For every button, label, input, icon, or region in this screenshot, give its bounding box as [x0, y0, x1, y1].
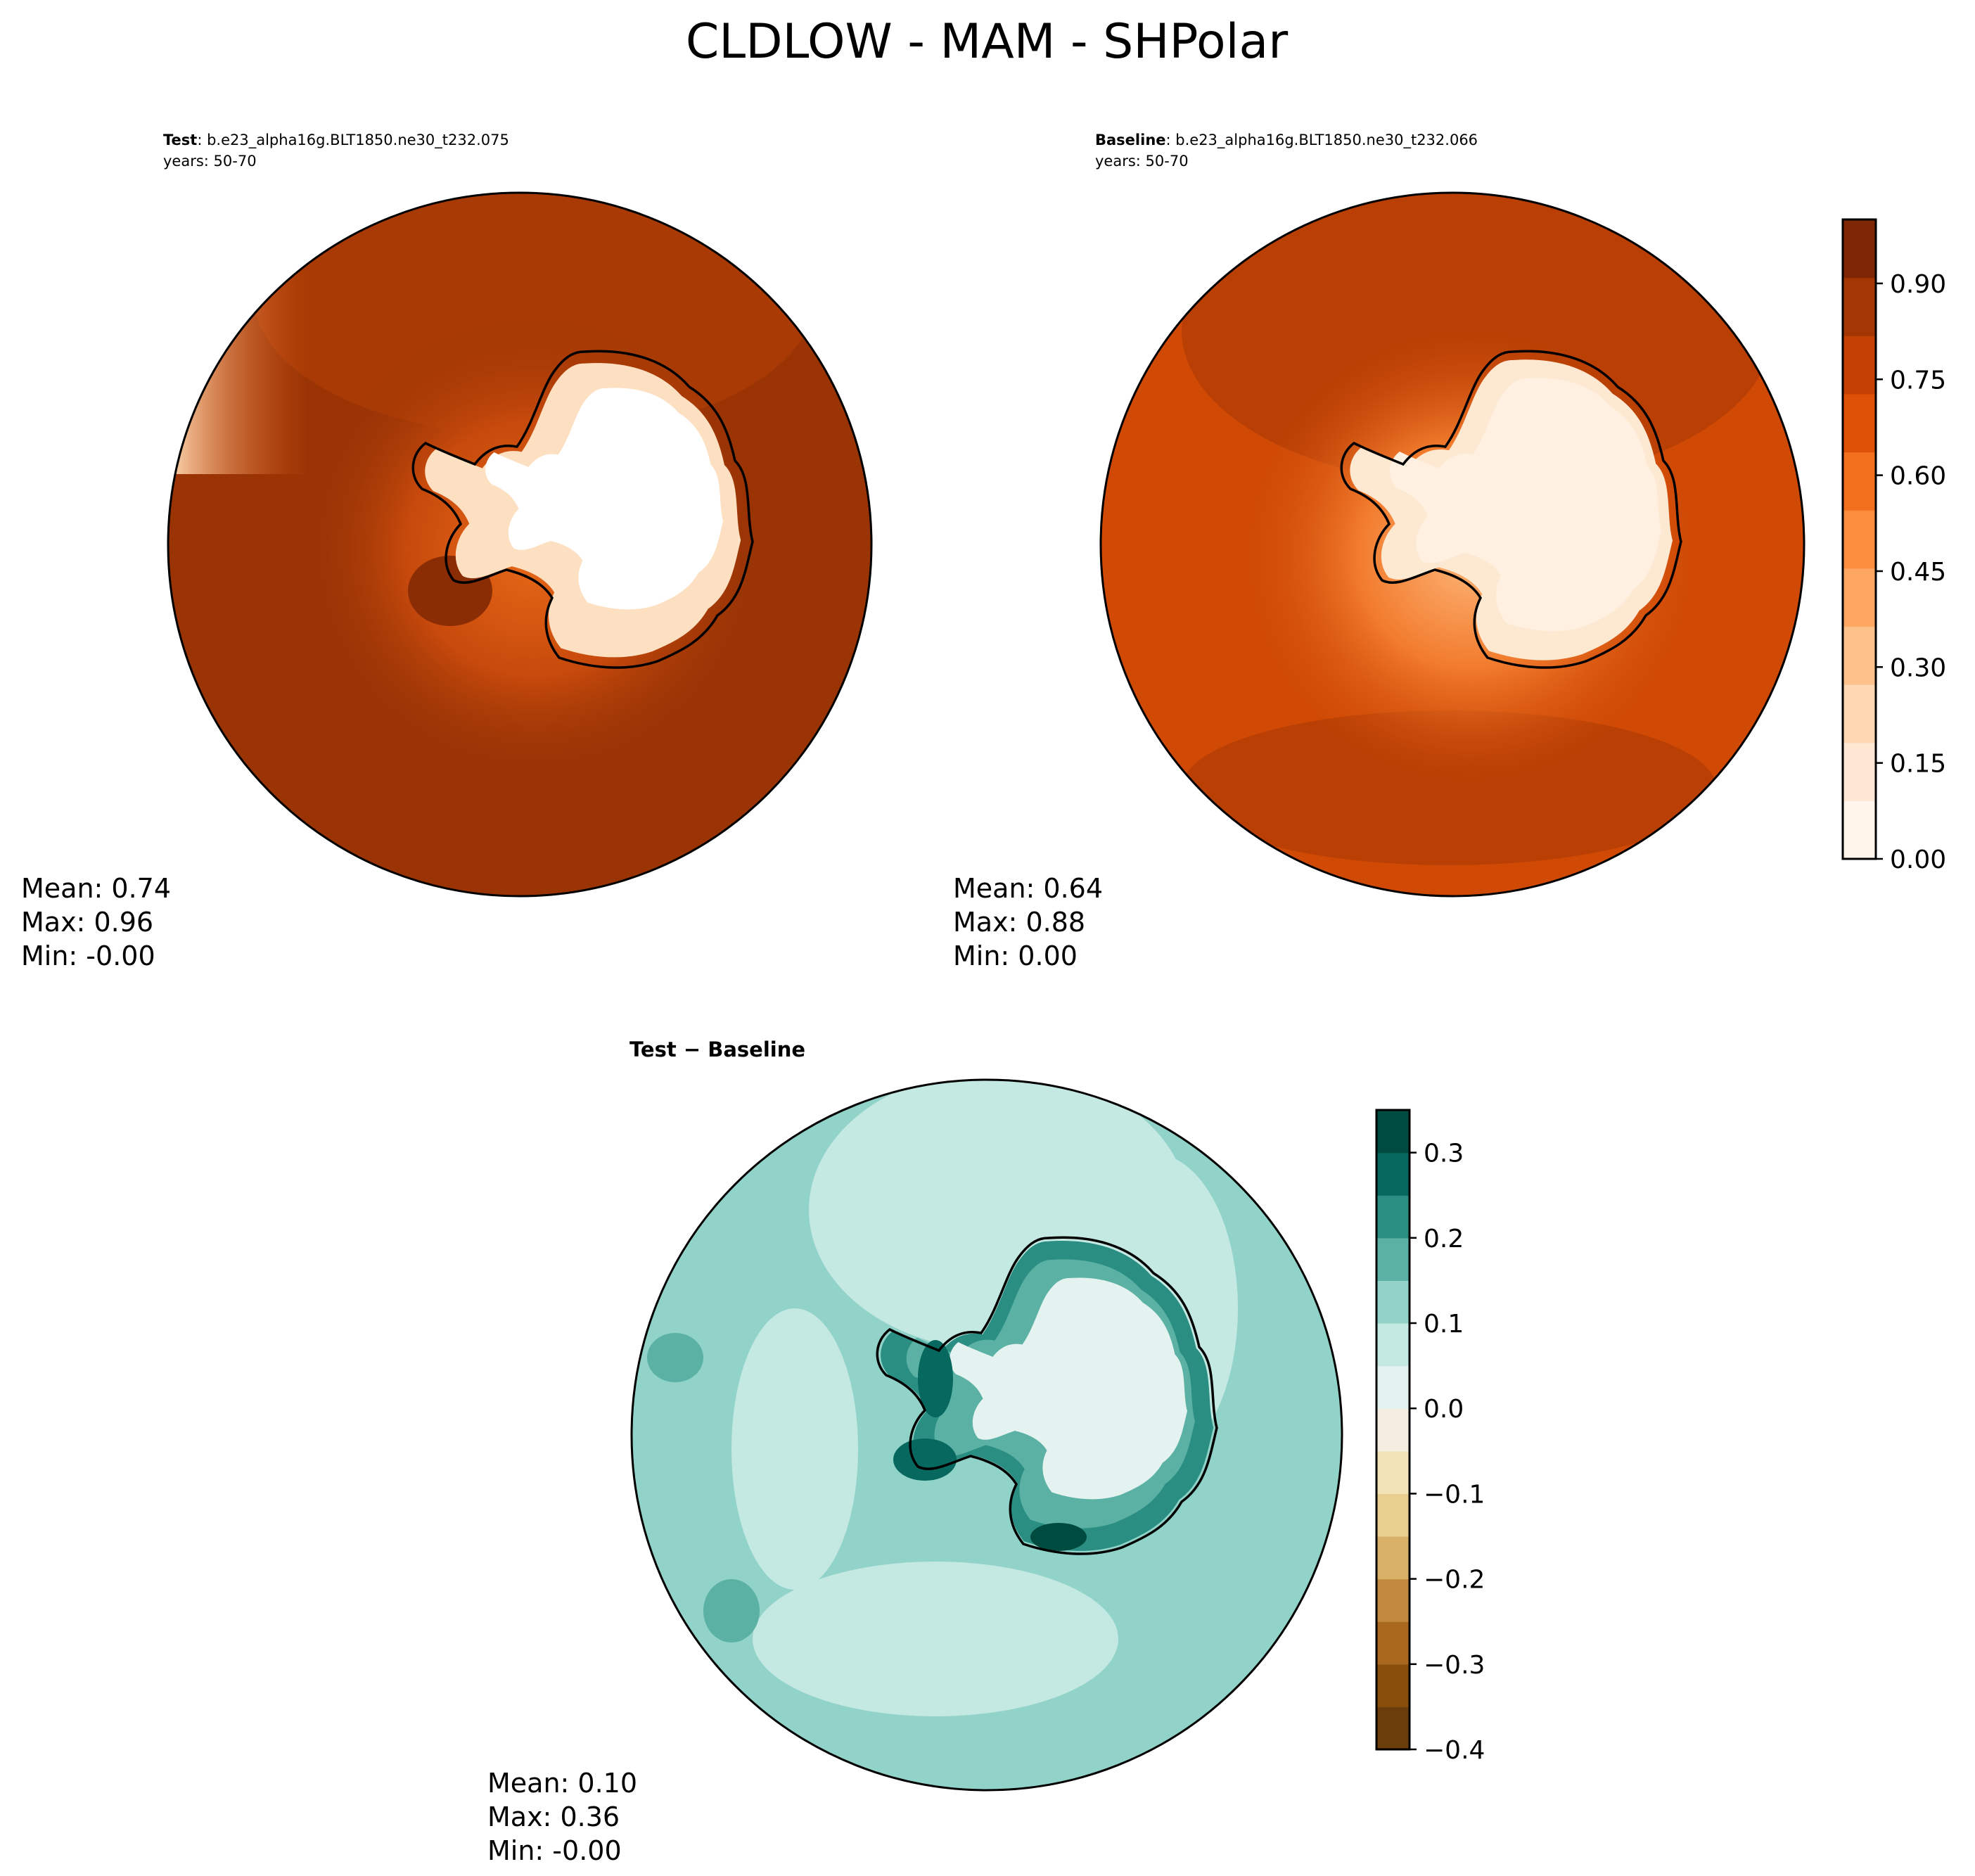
- panel-test-mean: Mean: 0.74: [21, 873, 171, 904]
- colorbar-2-tick-label: −0.4: [1424, 1736, 1485, 1765]
- map-difference-max-spot-1: [918, 1340, 953, 1417]
- panel-baseline-label-case: : b.e23_alpha16g.BLT1850.ne30_t232.066: [1166, 132, 1478, 149]
- colorbar-1-tick-label: 0.60: [1890, 462, 1946, 491]
- colorbar-2-segment: [1376, 1621, 1410, 1665]
- colorbar-2-segment: [1376, 1195, 1410, 1239]
- colorbar-1-segment: [1843, 393, 1876, 453]
- colorbar-2-segment: [1376, 1408, 1410, 1452]
- colorbar-2-ticks: −0.4 −0.3 −0.2 −0.1 0.0 0.1 0.2 0.3: [1410, 1140, 1485, 1765]
- colorbar-1-tick-label: 0.45: [1890, 558, 1946, 587]
- map-difference-band-west: [731, 1308, 858, 1590]
- figure-title: CLDLOW - MAM - SHPolar: [686, 14, 1288, 70]
- colorbar-2-segment: [1376, 1280, 1410, 1324]
- colorbar-1-segment: [1843, 742, 1876, 801]
- colorbar-2-blocks: [1376, 1110, 1410, 1750]
- colorbar-2-segment: [1376, 1493, 1410, 1537]
- map-baseline-boundary: [1099, 191, 1805, 898]
- panel-test-label-bold: Test: [163, 132, 197, 148]
- panel-test-years: years: 50-70: [163, 153, 257, 170]
- colorbar-2-segment: [1376, 1323, 1410, 1367]
- colorbar-2-segment: [1376, 1152, 1410, 1196]
- panel-test: Test: b.e23_alpha16g.BLT1850.ne30_t232.0…: [21, 132, 873, 971]
- map-test-boundary: [167, 191, 873, 898]
- panel-baseline-years: years: 50-70: [1095, 153, 1189, 170]
- map-difference-max-spot-3: [1030, 1523, 1087, 1551]
- colorbar-1-segment: [1843, 800, 1876, 860]
- map-difference: [632, 1080, 1342, 1790]
- colorbar-2-tick-label: 0.0: [1424, 1395, 1464, 1424]
- map-difference-band-south: [753, 1562, 1118, 1716]
- colorbar-1-tick-label: 0.90: [1890, 270, 1946, 299]
- colorbar-2-tick-label: 0.1: [1424, 1310, 1464, 1339]
- colorbar-1-tick-label: 0.15: [1890, 750, 1946, 779]
- colorbar-1-tick-label: 0.30: [1890, 653, 1946, 682]
- colorbar-1-ticks: 0.00 0.15 0.30 0.45 0.60 0.75 0.90: [1876, 270, 1946, 874]
- colorbar-1-segment: [1843, 684, 1876, 744]
- colorbar-1-tick-label: 0.00: [1890, 846, 1946, 874]
- map-difference-patch-1: [703, 1579, 760, 1642]
- colorbar-2-segment: [1376, 1578, 1410, 1622]
- panel-difference-max: Max: 0.36: [487, 1801, 620, 1832]
- colorbar-2-segment: [1376, 1365, 1410, 1409]
- panel-baseline-label-bold: Baseline: [1095, 132, 1166, 148]
- colorbar-1-segment: [1843, 626, 1876, 685]
- colorbar-2-tick-label: 0.3: [1424, 1140, 1464, 1168]
- map-difference-boundary: [630, 1078, 1343, 1792]
- map-difference-patch-2: [647, 1333, 703, 1382]
- colorbar-2-segment: [1376, 1450, 1410, 1494]
- colorbar-2-tick-label: −0.1: [1424, 1480, 1485, 1509]
- panel-difference: Test − Baseline Mean: 0.10 Max: 0.36 Min…: [487, 1038, 1343, 1866]
- colorbar-2-frame: [1375, 1109, 1411, 1751]
- colorbar-1-segment: [1843, 219, 1876, 279]
- colorbar-2-segment: [1376, 1536, 1410, 1580]
- colorbar-1-frame: [1841, 218, 1877, 860]
- map-baseline: [1101, 193, 1804, 896]
- map-difference-max-spot-2: [893, 1438, 957, 1481]
- panel-difference-label: Test − Baseline: [629, 1038, 805, 1061]
- panel-test-min: Min: -0.00: [21, 940, 155, 971]
- map-test: [168, 193, 871, 896]
- colorbar-1-segment: [1843, 277, 1876, 336]
- colorbar-1-segment: [1843, 452, 1876, 511]
- panel-baseline-min: Min: 0.00: [953, 940, 1078, 971]
- colorbar-2: −0.4 −0.3 −0.2 −0.1 0.0 0.1 0.2 0.3: [1375, 1109, 1485, 1765]
- colorbar-1-segment: [1843, 568, 1876, 627]
- colorbar-2-segment: [1376, 1706, 1410, 1750]
- colorbar-1-tick-label: 0.75: [1890, 366, 1946, 395]
- colorbar-1-blocks: [1843, 219, 1876, 860]
- colorbar-2-segment: [1376, 1664, 1410, 1707]
- colorbar-1: 0.00 0.15 0.30 0.45 0.60 0.75 0.90: [1841, 218, 1946, 874]
- colorbar-2-segment: [1376, 1110, 1410, 1154]
- panel-test-label: Test: b.e23_alpha16g.BLT1850.ne30_t232.0…: [163, 132, 509, 149]
- colorbar-2-segment: [1376, 1237, 1410, 1281]
- colorbar-2-tick-label: −0.3: [1424, 1651, 1485, 1680]
- colorbar-2-tick-label: −0.2: [1424, 1566, 1485, 1595]
- panel-baseline-label: Baseline: b.e23_alpha16g.BLT1850.ne30_t2…: [1095, 132, 1478, 149]
- panel-difference-min: Min: -0.00: [487, 1835, 622, 1866]
- colorbar-1-segment: [1843, 336, 1876, 395]
- panel-baseline-max: Max: 0.88: [953, 907, 1085, 938]
- colorbar-1-segment: [1843, 510, 1876, 569]
- panel-test-max: Max: 0.96: [21, 907, 153, 938]
- panel-baseline-mean: Mean: 0.64: [953, 873, 1103, 904]
- panel-difference-mean: Mean: 0.10: [487, 1768, 637, 1799]
- colorbar-2-tick-label: 0.2: [1424, 1225, 1464, 1253]
- panel-test-label-case: : b.e23_alpha16g.BLT1850.ne30_t232.075: [197, 132, 509, 149]
- panel-baseline: Baseline: b.e23_alpha16g.BLT1850.ne30_t2…: [953, 132, 1805, 971]
